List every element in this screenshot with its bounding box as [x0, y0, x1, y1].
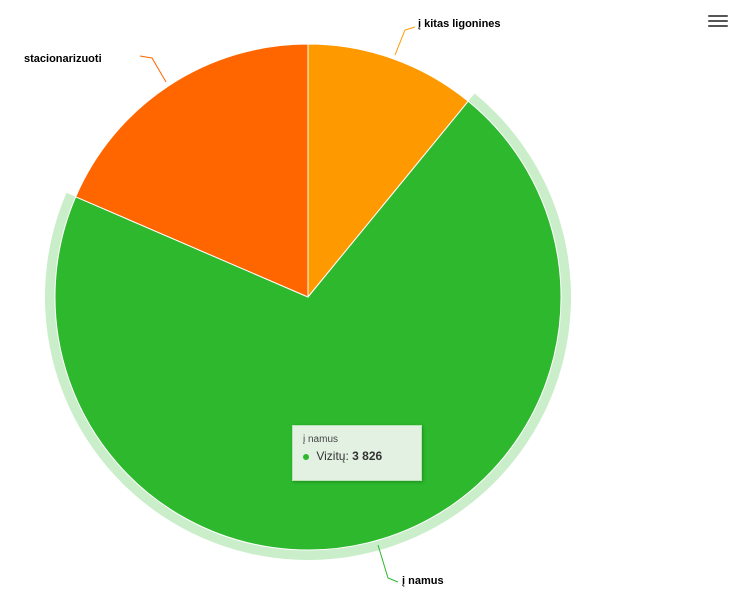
data-label-i-kitas-ligonines: į kitas ligonines — [418, 18, 501, 30]
tooltip-series-label: Vizitų: — [316, 449, 349, 463]
tooltip-series-dot — [303, 453, 309, 460]
data-label-stacionarizuoti: stacionarizuoti — [24, 53, 102, 65]
connector-stacionarizuoti — [139, 55, 167, 83]
tooltip-row: Vizitų: 3 826 — [303, 449, 411, 463]
tooltip: į namus Vizitų: 3 826 — [292, 425, 422, 481]
pie-slice-i-namus[interactable] — [54, 100, 562, 551]
pie-slice-i-kitas-ligonines[interactable] — [307, 43, 469, 299]
tooltip-value: 3 826 — [352, 449, 383, 463]
connector-i-namus — [377, 544, 399, 583]
connector-i-kitas-ligonines — [394, 26, 416, 56]
tooltip-header: į namus — [303, 434, 339, 445]
data-label-i-namus: į namus — [402, 575, 444, 587]
chart-menu-icon[interactable] — [708, 12, 728, 30]
pie-slice-stacionarizuoti[interactable] — [75, 43, 309, 298]
